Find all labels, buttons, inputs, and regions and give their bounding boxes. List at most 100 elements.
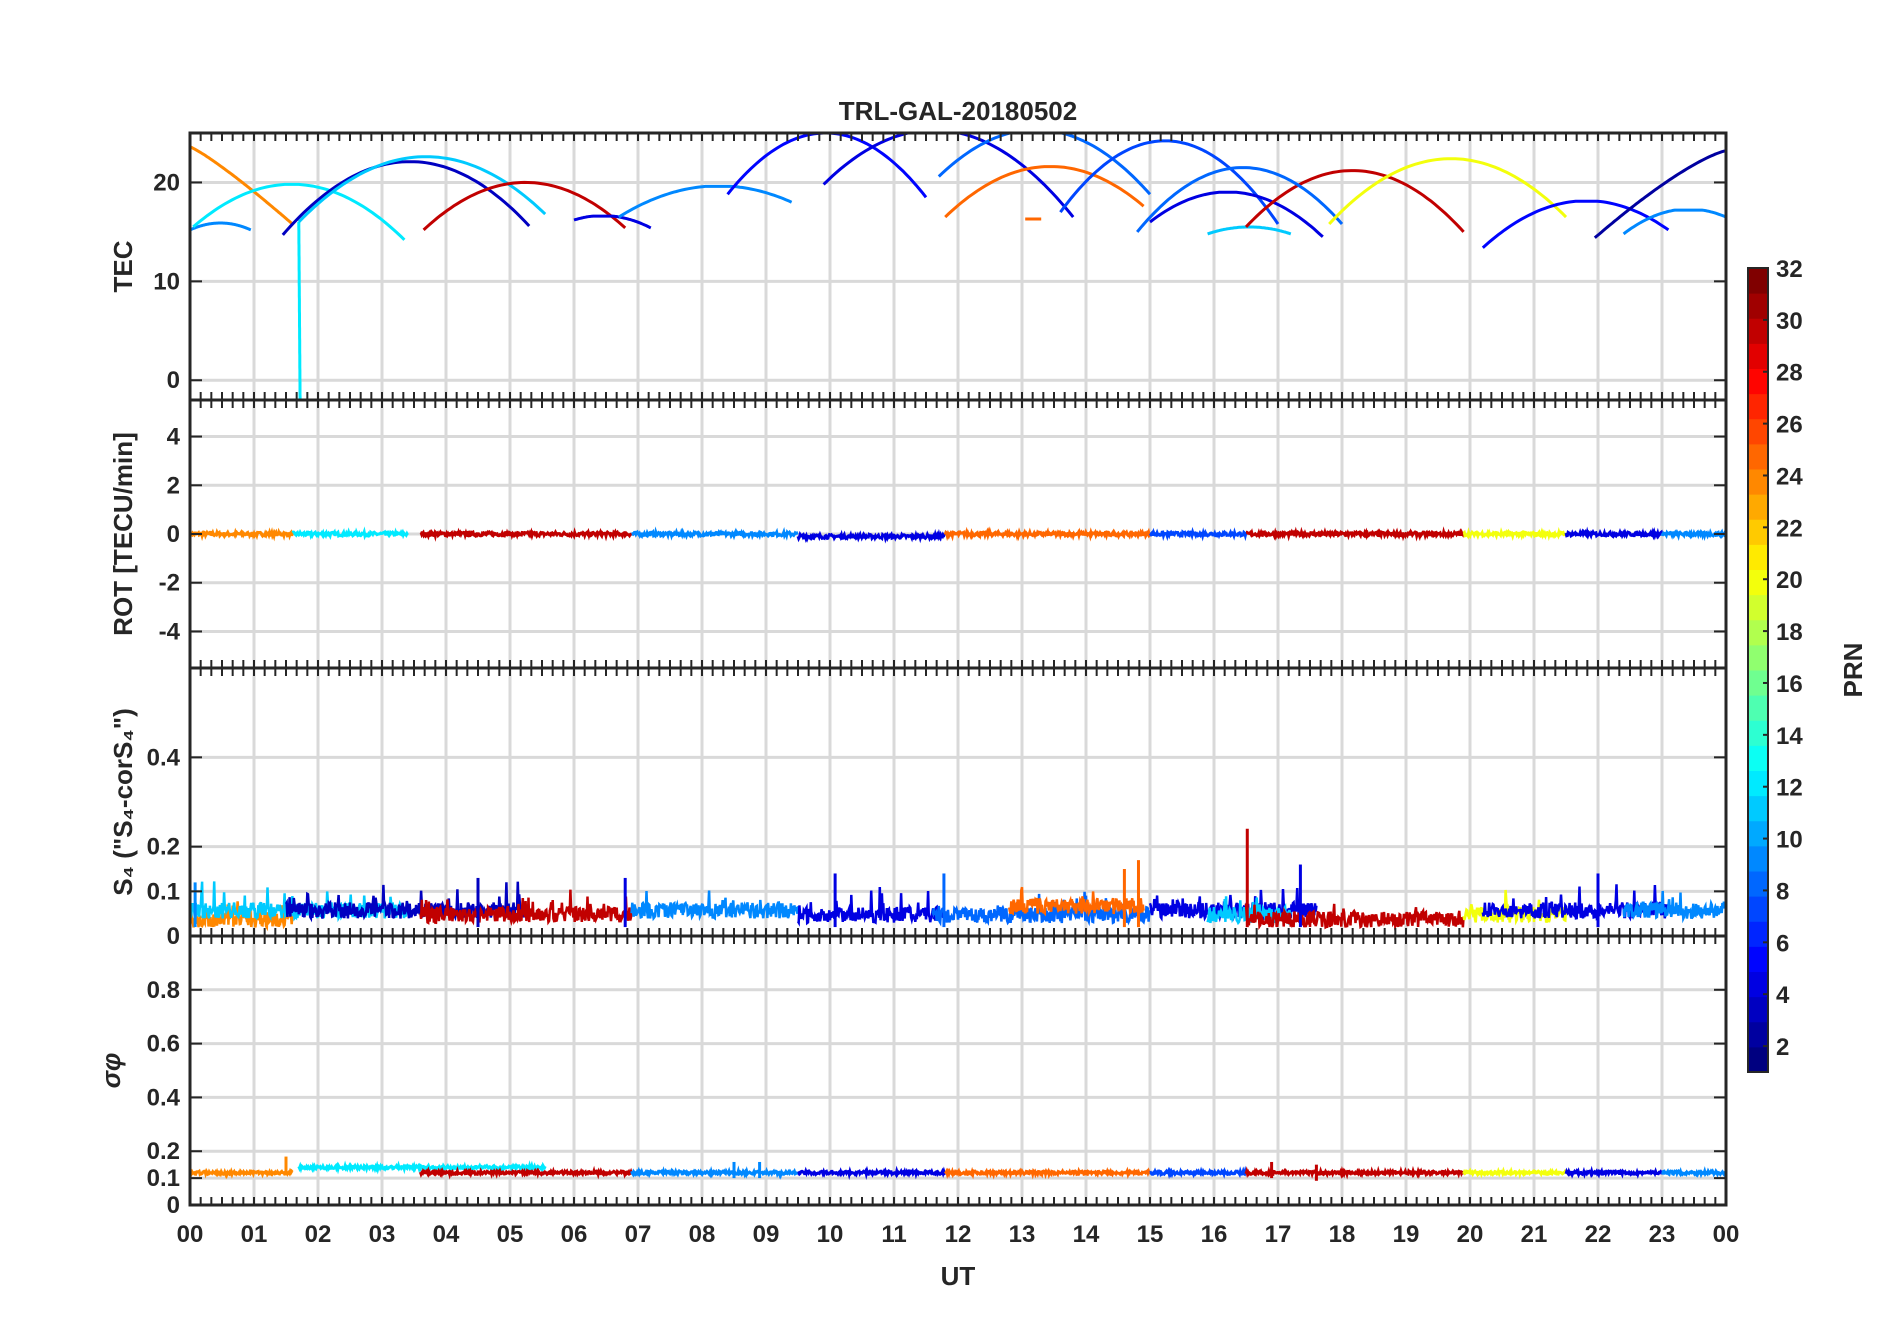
colorbar-tick-label: 6 bbox=[1776, 930, 1789, 957]
x-tick-label: 15 bbox=[1137, 1221, 1164, 1248]
colorbar-swatch bbox=[1748, 845, 1768, 872]
tec-series-prn-9 bbox=[618, 184, 793, 219]
colorbar-swatch bbox=[1748, 393, 1768, 420]
rot-series-prn-20 bbox=[1462, 526, 1568, 542]
sigma_phi-series-prn-7 bbox=[1149, 1165, 1248, 1180]
colorbar-frame bbox=[1747, 267, 1769, 1073]
s4-series-prn-24 bbox=[190, 901, 294, 932]
x-tick-label: 00 bbox=[177, 1221, 204, 1248]
x-axis-label: UT bbox=[941, 1261, 976, 1291]
colorbar-swatch bbox=[1748, 670, 1768, 696]
x-tick-label: 01 bbox=[241, 1221, 268, 1248]
colorbar-tick-label: 26 bbox=[1776, 412, 1803, 439]
s4-series-prn-9 bbox=[630, 890, 800, 922]
chart-title: TRL-GAL-20180502 bbox=[839, 96, 1077, 126]
y-tick-label: 0 bbox=[167, 923, 180, 950]
y-tick-label: 0.6 bbox=[147, 1031, 180, 1058]
x-tick-label: 14 bbox=[1073, 1221, 1100, 1248]
colorbar-swatch bbox=[1748, 896, 1768, 922]
rot-series-prn-25 bbox=[943, 526, 1152, 542]
tec-series-prn-8 bbox=[937, 133, 1152, 196]
data-layer bbox=[190, 526, 1726, 544]
data-layer bbox=[190, 1156, 1726, 1181]
sigma_phi-series-prn-30 bbox=[418, 1165, 634, 1180]
x-tick-label: 11 bbox=[881, 1221, 906, 1248]
colorbar-swatch bbox=[1748, 1046, 1768, 1073]
data-layer bbox=[190, 133, 1726, 400]
colorbar-swatch bbox=[1748, 720, 1768, 746]
y-tick-label: 0 bbox=[167, 1192, 180, 1219]
tec-series-prn-9 bbox=[1622, 208, 1726, 236]
tec-series-prn-11 bbox=[1207, 225, 1292, 236]
tec-series-prn-2 bbox=[1593, 149, 1726, 239]
y-tick-label: 2 bbox=[167, 472, 180, 499]
y-tick-label: 0 bbox=[167, 367, 180, 394]
tec-series-prn-20 bbox=[1328, 157, 1568, 226]
colorbar-swatch bbox=[1748, 343, 1768, 369]
y-axis-label-sigma_phi: σφ bbox=[96, 1053, 126, 1089]
x-tick-label: 03 bbox=[369, 1221, 396, 1248]
y-tick-label: -4 bbox=[159, 618, 181, 645]
colorbar-swatch bbox=[1748, 946, 1768, 972]
colorbar-tick-label: 24 bbox=[1776, 463, 1803, 490]
x-tick-label: 08 bbox=[689, 1221, 716, 1248]
x-tick-label: 16 bbox=[1201, 1221, 1228, 1248]
tec-series-prn-5 bbox=[726, 133, 928, 199]
colorbar-swatch bbox=[1748, 469, 1768, 495]
colorbar-tick-label: 20 bbox=[1776, 567, 1803, 594]
tec-series-prn-30 bbox=[1244, 169, 1465, 233]
sigma_phi-series-prn-9 bbox=[1660, 1166, 1726, 1179]
x-tick-label: 12 bbox=[945, 1221, 972, 1248]
colorbar-swatch bbox=[1748, 871, 1768, 897]
s4-series-prn-9 bbox=[1622, 890, 1726, 924]
colorbar-swatch bbox=[1748, 443, 1768, 470]
colorbar-swatch bbox=[1748, 268, 1768, 294]
y-tick-label: 0.4 bbox=[147, 744, 181, 771]
y-tick-label: 0.4 bbox=[147, 1084, 181, 1111]
panel-sigma_phi: 00.10.2 0.4 0.6 0.8 σφ bbox=[96, 934, 1728, 1219]
tec-series-prn-30 bbox=[422, 180, 627, 232]
colorbar-swatch bbox=[1748, 418, 1768, 445]
x-tick-label: 06 bbox=[561, 1221, 588, 1248]
rot-series-prn-30 bbox=[419, 527, 633, 542]
colorbar-tick-label: 2 bbox=[1776, 1034, 1789, 1061]
colorbar-tick-label: 16 bbox=[1776, 671, 1803, 698]
colorbar-tick-label: 14 bbox=[1776, 723, 1803, 750]
colorbar-swatch bbox=[1748, 996, 1768, 1023]
x-tick-label: 07 bbox=[625, 1221, 652, 1248]
rot-series-prn-9 bbox=[631, 526, 799, 541]
sigma_phi-series-prn-4 bbox=[797, 1165, 946, 1181]
colorbar-swatch bbox=[1748, 1021, 1768, 1048]
colorbar-tick-label: 30 bbox=[1776, 308, 1803, 335]
s4-series-prn-30 bbox=[1244, 903, 1465, 931]
y-tick-label: 10 bbox=[153, 268, 180, 295]
colorbar-tick-label: 22 bbox=[1776, 515, 1803, 542]
sigma_phi-series-prn-30 bbox=[1244, 1165, 1466, 1180]
colorbar-label: PRN bbox=[1838, 643, 1868, 698]
y-tick-label: 4 bbox=[167, 424, 181, 451]
colorbar-swatch bbox=[1748, 569, 1768, 596]
y-tick-label: 0 bbox=[167, 521, 180, 548]
rot-series-prn-30 bbox=[1245, 526, 1466, 542]
colorbar-tick-label: 32 bbox=[1776, 256, 1803, 283]
tec-series-prn-25 bbox=[944, 165, 1145, 219]
sigma_phi-series-prn-4 bbox=[1564, 1165, 1663, 1179]
tec-series-prn-12 bbox=[192, 182, 406, 241]
x-tick-label: 23 bbox=[1649, 1221, 1676, 1248]
x-tick-label: 19 bbox=[1393, 1221, 1420, 1248]
tec-series-prn-9 bbox=[190, 221, 252, 232]
sigma_phi-series-prn-24 bbox=[190, 1167, 294, 1180]
panel-rot: -4 -2 0 2 4 ROT [TECU/min] bbox=[108, 398, 1728, 670]
x-tick-label: 22 bbox=[1585, 1221, 1612, 1248]
tec-series-prn-24 bbox=[190, 145, 294, 226]
y-tick-label: 20 bbox=[153, 169, 180, 196]
x-tick-label: 00 bbox=[1713, 1221, 1740, 1248]
tec-series-prn-4 bbox=[822, 133, 1075, 219]
tec-series-prn-7 bbox=[1059, 139, 1280, 225]
s4-series-prn-30 bbox=[419, 889, 633, 927]
x-tick-label: 05 bbox=[497, 1221, 524, 1248]
colorbar-tick-label: 28 bbox=[1776, 360, 1803, 387]
y-tick-label: 0.1 bbox=[147, 878, 180, 905]
y-tick-label: 0.8 bbox=[147, 977, 180, 1004]
